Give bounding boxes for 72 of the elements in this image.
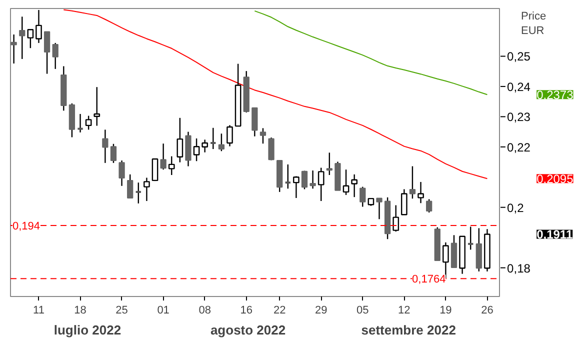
candlestick — [102, 129, 108, 164]
x-tick-label: 29 — [314, 304, 328, 316]
x-tick-label: 25 — [116, 304, 128, 316]
x-tick-label: 12 — [398, 304, 410, 316]
candlestick — [202, 139, 208, 153]
candlestick — [52, 42, 58, 70]
candlestick — [193, 138, 200, 162]
y-tick-label: 0,18 — [507, 261, 531, 276]
ref-line-label: 0,1764 — [412, 274, 446, 286]
candlestick — [409, 166, 416, 200]
candlestick — [252, 107, 258, 137]
candlestick — [36, 9, 42, 44]
candlestick — [326, 152, 332, 176]
text: 0,2373 — [536, 88, 574, 102]
candlestick — [210, 127, 217, 150]
candlestick — [118, 160, 125, 186]
candlestick — [342, 168, 350, 196]
candlestick — [351, 174, 358, 198]
x-tick-label: 18 — [74, 304, 86, 316]
candlestick — [110, 143, 117, 164]
candlestick — [144, 177, 150, 202]
candlestick — [27, 29, 34, 49]
candlestick — [176, 117, 184, 163]
candlestick — [226, 124, 233, 147]
candlestick — [418, 181, 424, 204]
candlestick — [318, 167, 324, 202]
text: luglio 2022 — [54, 322, 122, 338]
line-series — [254, 10, 488, 96]
text: agosto 2022 — [210, 322, 286, 338]
x-tick-label: 16 — [240, 304, 252, 316]
candlestick — [400, 188, 408, 216]
x-tick-label: 19 — [440, 304, 452, 316]
text: settembre 2022 — [361, 322, 456, 338]
x-tick-label: 22 — [273, 304, 286, 316]
candlestick — [160, 142, 166, 170]
candlestick — [218, 133, 225, 152]
candlestick — [467, 226, 474, 250]
y-axis-title: Price EUR — [521, 10, 546, 37]
candlestick — [293, 176, 300, 199]
x-tick-label: 08 — [198, 304, 211, 316]
line-series — [63, 9, 488, 180]
candlestick — [268, 136, 274, 161]
ref-line-label: 0,194 — [12, 220, 40, 232]
candlestick — [260, 128, 266, 144]
candlestick — [152, 158, 158, 182]
y-tick-label: 0,25 — [507, 50, 531, 64]
candlestick — [376, 198, 382, 220]
x-tick-label: 26 — [481, 304, 494, 316]
x-tick-label: 11 — [33, 304, 44, 316]
candlestick — [134, 182, 142, 204]
candlestick — [19, 16, 26, 60]
y-tick-label: 0,24 — [507, 80, 531, 94]
x-tick-label: 05 — [356, 304, 369, 316]
candlestick — [360, 186, 366, 208]
text: 0,2095 — [536, 172, 574, 186]
candlestick — [168, 156, 175, 176]
candlestick — [44, 31, 50, 74]
text: 0,1911 — [536, 228, 573, 242]
y-tick-label: 0,2 — [507, 200, 524, 215]
x-tick-label: 01 — [157, 304, 170, 316]
candlestick — [301, 170, 308, 190]
candlestick — [426, 198, 432, 214]
y-tick-label: 0,22 — [507, 140, 531, 154]
candlestick — [284, 164, 292, 190]
candlestick — [10, 34, 17, 64]
candlestick — [85, 115, 92, 130]
candlestick — [76, 113, 84, 134]
candlestick — [127, 174, 134, 199]
candlestick — [392, 204, 400, 232]
candlestick — [94, 86, 100, 126]
y-tick-label: 0,23 — [507, 110, 531, 124]
candlestick — [310, 170, 316, 190]
